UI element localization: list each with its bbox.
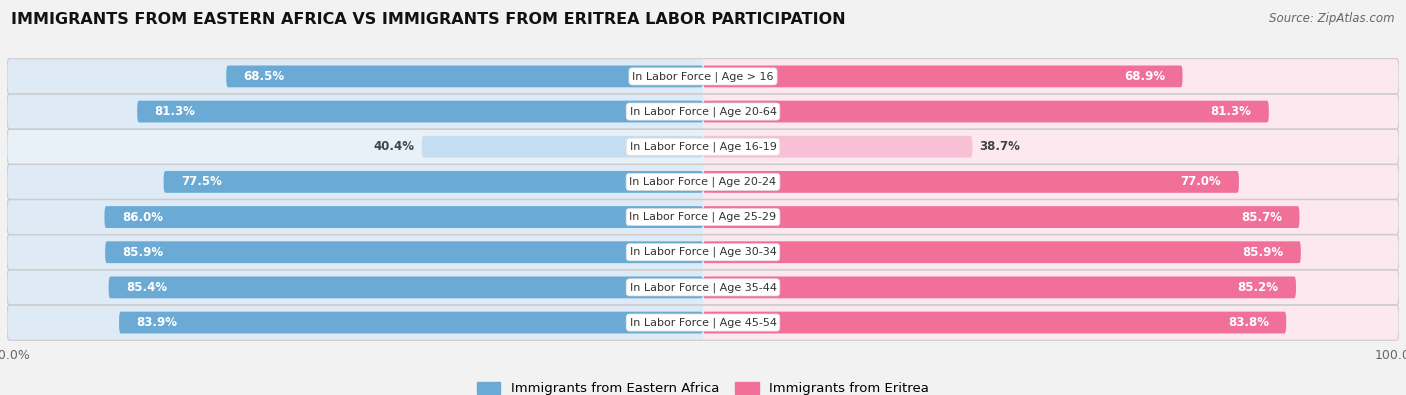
- Text: 83.9%: 83.9%: [136, 316, 177, 329]
- Text: 85.2%: 85.2%: [1237, 281, 1278, 294]
- FancyBboxPatch shape: [703, 136, 973, 158]
- FancyBboxPatch shape: [703, 305, 1399, 340]
- FancyBboxPatch shape: [7, 200, 703, 234]
- FancyBboxPatch shape: [703, 165, 1399, 199]
- FancyBboxPatch shape: [703, 66, 1182, 87]
- FancyBboxPatch shape: [703, 200, 1399, 234]
- Text: In Labor Force | Age 16-19: In Labor Force | Age 16-19: [630, 141, 776, 152]
- Text: 68.9%: 68.9%: [1123, 70, 1166, 83]
- FancyBboxPatch shape: [703, 59, 1399, 94]
- FancyBboxPatch shape: [7, 59, 703, 94]
- FancyBboxPatch shape: [7, 130, 703, 164]
- FancyBboxPatch shape: [120, 312, 703, 333]
- FancyBboxPatch shape: [703, 130, 1399, 164]
- FancyBboxPatch shape: [703, 94, 1399, 129]
- FancyBboxPatch shape: [422, 136, 703, 158]
- FancyBboxPatch shape: [163, 171, 703, 193]
- FancyBboxPatch shape: [7, 235, 703, 269]
- Text: 86.0%: 86.0%: [122, 211, 163, 224]
- FancyBboxPatch shape: [7, 270, 703, 305]
- Text: In Labor Force | Age 45-54: In Labor Force | Age 45-54: [630, 317, 776, 328]
- Text: In Labor Force | Age > 16: In Labor Force | Age > 16: [633, 71, 773, 82]
- Text: 81.3%: 81.3%: [1211, 105, 1251, 118]
- Text: 77.0%: 77.0%: [1181, 175, 1222, 188]
- Text: In Labor Force | Age 20-64: In Labor Force | Age 20-64: [630, 106, 776, 117]
- Text: 38.7%: 38.7%: [980, 140, 1021, 153]
- FancyBboxPatch shape: [7, 165, 703, 199]
- Text: 83.8%: 83.8%: [1227, 316, 1268, 329]
- Text: In Labor Force | Age 30-34: In Labor Force | Age 30-34: [630, 247, 776, 258]
- Text: 85.9%: 85.9%: [1243, 246, 1284, 259]
- Text: Source: ZipAtlas.com: Source: ZipAtlas.com: [1270, 12, 1395, 25]
- FancyBboxPatch shape: [108, 276, 703, 298]
- Text: 85.4%: 85.4%: [127, 281, 167, 294]
- Text: 68.5%: 68.5%: [243, 70, 285, 83]
- Text: 85.7%: 85.7%: [1241, 211, 1282, 224]
- FancyBboxPatch shape: [703, 101, 1268, 122]
- Text: 81.3%: 81.3%: [155, 105, 195, 118]
- Text: 77.5%: 77.5%: [181, 175, 222, 188]
- FancyBboxPatch shape: [226, 66, 703, 87]
- Text: In Labor Force | Age 25-29: In Labor Force | Age 25-29: [630, 212, 776, 222]
- FancyBboxPatch shape: [104, 206, 703, 228]
- FancyBboxPatch shape: [703, 270, 1399, 305]
- FancyBboxPatch shape: [703, 276, 1296, 298]
- Text: In Labor Force | Age 35-44: In Labor Force | Age 35-44: [630, 282, 776, 293]
- FancyBboxPatch shape: [703, 206, 1299, 228]
- Text: 85.9%: 85.9%: [122, 246, 163, 259]
- Text: In Labor Force | Age 20-24: In Labor Force | Age 20-24: [630, 177, 776, 187]
- Text: 40.4%: 40.4%: [374, 140, 415, 153]
- Text: IMMIGRANTS FROM EASTERN AFRICA VS IMMIGRANTS FROM ERITREA LABOR PARTICIPATION: IMMIGRANTS FROM EASTERN AFRICA VS IMMIGR…: [11, 12, 846, 27]
- FancyBboxPatch shape: [105, 241, 703, 263]
- FancyBboxPatch shape: [7, 305, 703, 340]
- FancyBboxPatch shape: [703, 171, 1239, 193]
- FancyBboxPatch shape: [138, 101, 703, 122]
- FancyBboxPatch shape: [703, 235, 1399, 269]
- FancyBboxPatch shape: [703, 312, 1286, 333]
- FancyBboxPatch shape: [703, 241, 1301, 263]
- Legend: Immigrants from Eastern Africa, Immigrants from Eritrea: Immigrants from Eastern Africa, Immigran…: [471, 376, 935, 395]
- FancyBboxPatch shape: [7, 94, 703, 129]
